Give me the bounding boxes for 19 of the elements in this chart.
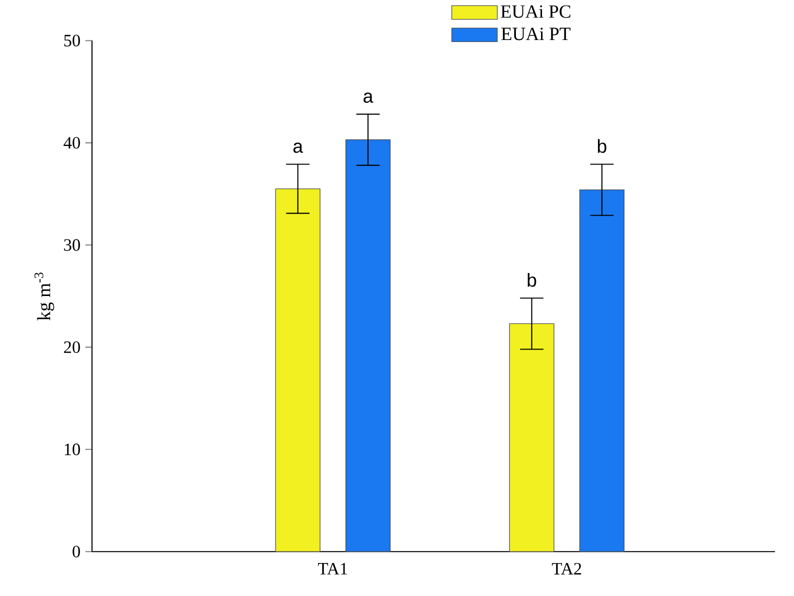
- bar: [275, 188, 320, 552]
- y-axis-title: kg m$^{-3}$: [34, 272, 54, 321]
- annotation: a: [293, 142, 304, 154]
- bar: [345, 140, 391, 552]
- bar: [509, 324, 554, 552]
- annotation: b: [598, 139, 606, 154]
- annotation: b: [528, 273, 536, 287]
- bar: [579, 190, 624, 552]
- annotation: a: [364, 92, 374, 104]
- y-tick-label: 10: [64, 444, 80, 456]
- x-tick-label: TA1: [318, 563, 348, 575]
- y-tick-label: 40: [64, 137, 80, 149]
- legend-label: EUAi PC: [500, 6, 570, 18]
- y-tick-label: 20: [64, 342, 80, 354]
- y-tick-label: 30: [64, 239, 80, 252]
- legend-label: EUAi PT: [501, 28, 570, 40]
- y-tick-label: 0: [72, 546, 80, 558]
- x-tick-label: TA2: [552, 563, 582, 575]
- y-tick-label: 50: [64, 34, 80, 47]
